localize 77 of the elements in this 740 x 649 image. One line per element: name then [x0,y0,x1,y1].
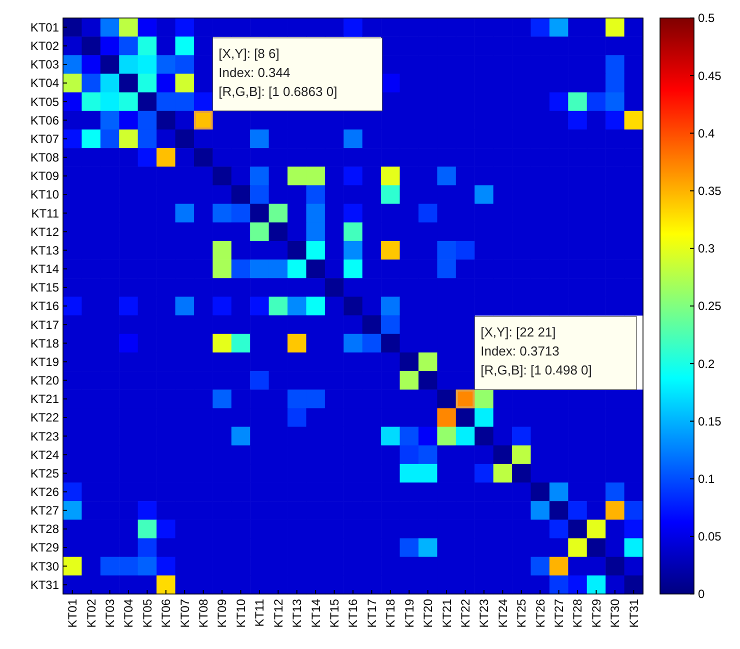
y-tick-label: KT31 [30,578,60,592]
y-tick-label: KT25 [30,466,60,480]
y-tick-label: KT22 [30,410,60,425]
x-tick-label: KT25 [514,598,529,628]
y-tick-label: KT27 [30,504,60,518]
x-tick-label: KT22 [458,598,472,628]
y-tick-label: KT14 [30,262,60,276]
x-tick-label: KT30 [608,598,622,628]
color-bar-label: 0.4 [698,126,716,140]
y-tick-label: KT06 [30,113,60,128]
y-tick-label: KT01 [30,20,60,34]
y-tick-label: KT05 [30,94,60,109]
y-tick-label: KT09 [30,169,60,184]
y-tick-label: KT30 [30,559,60,574]
y-tick-label: KT15 [30,280,60,295]
x-tick-label: KT26 [533,598,548,628]
y-tick-label: KT23 [30,429,60,444]
x-tick-label: KT08 [196,598,211,628]
color-bar-label: 0.3 [698,242,716,256]
y-tick-label: KT28 [30,522,60,536]
x-tick-label: KT14 [308,598,323,628]
color-bar-label: 0.45 [698,68,722,83]
x-tick-label: KT13 [290,598,304,628]
x-tick-label: KT27 [552,598,566,628]
color-bar-label: 0.1 [698,472,716,486]
x-tick-label: KT20 [421,598,436,628]
color-bar-label: 0.35 [698,184,722,198]
y-tick-label: KT24 [30,448,60,462]
x-tick-label: KT31 [626,598,641,628]
y-tick-label: KT18 [30,336,60,350]
y-tick-label: KT20 [30,374,60,388]
tooltip-box: [X,Y]: [8 6] Index: 0.344 [R,G,B]: [1 0.6863 0] [212,38,383,112]
color-bar-label: 0.5 [698,11,716,26]
y-tick-label: KT17 [30,318,60,332]
y-tick-label: KT03 [30,58,60,72]
annotation: [X,Y]: [22 21] Index: 0.3713 [R,G,B]: [1 0.498 0] [480,324,592,378]
color-bar-label: 0.05 [698,530,722,544]
color-bar-label: 0.2 [698,356,716,371]
x-tick-label: KT06 [159,598,174,628]
y-tick-label: KT10 [30,188,60,202]
x-tick-label: KT15 [327,598,342,628]
y-tick-label: KT04 [30,76,60,90]
x-tick-label: KT17 [364,598,379,628]
x-tick-label: KT18 [384,598,398,628]
y-tick-label: KT19 [30,354,60,369]
y-tick-label: KT16 [30,299,60,314]
y-tick-label: KT12 [30,224,60,239]
x-tick-label: KT11 [252,598,267,627]
x-tick-label: KT03 [102,598,117,628]
x-tick-label: KT02 [84,598,98,628]
x-tick-label: KT16 [346,598,360,628]
y-tick-label: KT13 [30,243,60,258]
x-tick-label: KT29 [589,598,604,628]
y-tick-label: KT29 [30,540,60,555]
y-tick-label: KT08 [30,150,60,165]
x-tick-label: KT01 [66,598,80,628]
x-tick-label: KT24 [496,598,510,628]
y-tick-label: KT07 [30,132,60,146]
tooltip-box: [X,Y]: [22 21] Index: 0.3713 [R,G,B]: [1 0.498 0] [474,316,637,390]
annotation: [X,Y]: [8 6] Index: 0.344 [R,G,B]: [1 0.6863 0] [218,46,338,99]
x-tick-label: KT23 [477,598,492,628]
x-tick-label: KT05 [140,598,154,628]
x-tick-label: KT04 [122,598,136,628]
x-tick-label: KT09 [215,598,230,628]
y-tick-label: KT11 [31,206,60,220]
y-tick-label: KT26 [30,485,60,500]
y-tick-label: KT02 [30,39,60,54]
x-tick-label: KT21 [440,598,454,628]
x-tick-label: KT19 [402,598,416,628]
color-bar-label: 0.25 [698,299,722,314]
x-tick-label: KT28 [570,598,585,628]
color-bar-label: 0.15 [698,414,722,428]
color-bar-label: 0 [698,587,705,602]
y-tick-label: KT21 [30,392,60,406]
x-tick-label: KT10 [234,598,248,628]
x-tick-label: KT07 [178,598,192,628]
x-tick-label: KT12 [271,598,286,628]
